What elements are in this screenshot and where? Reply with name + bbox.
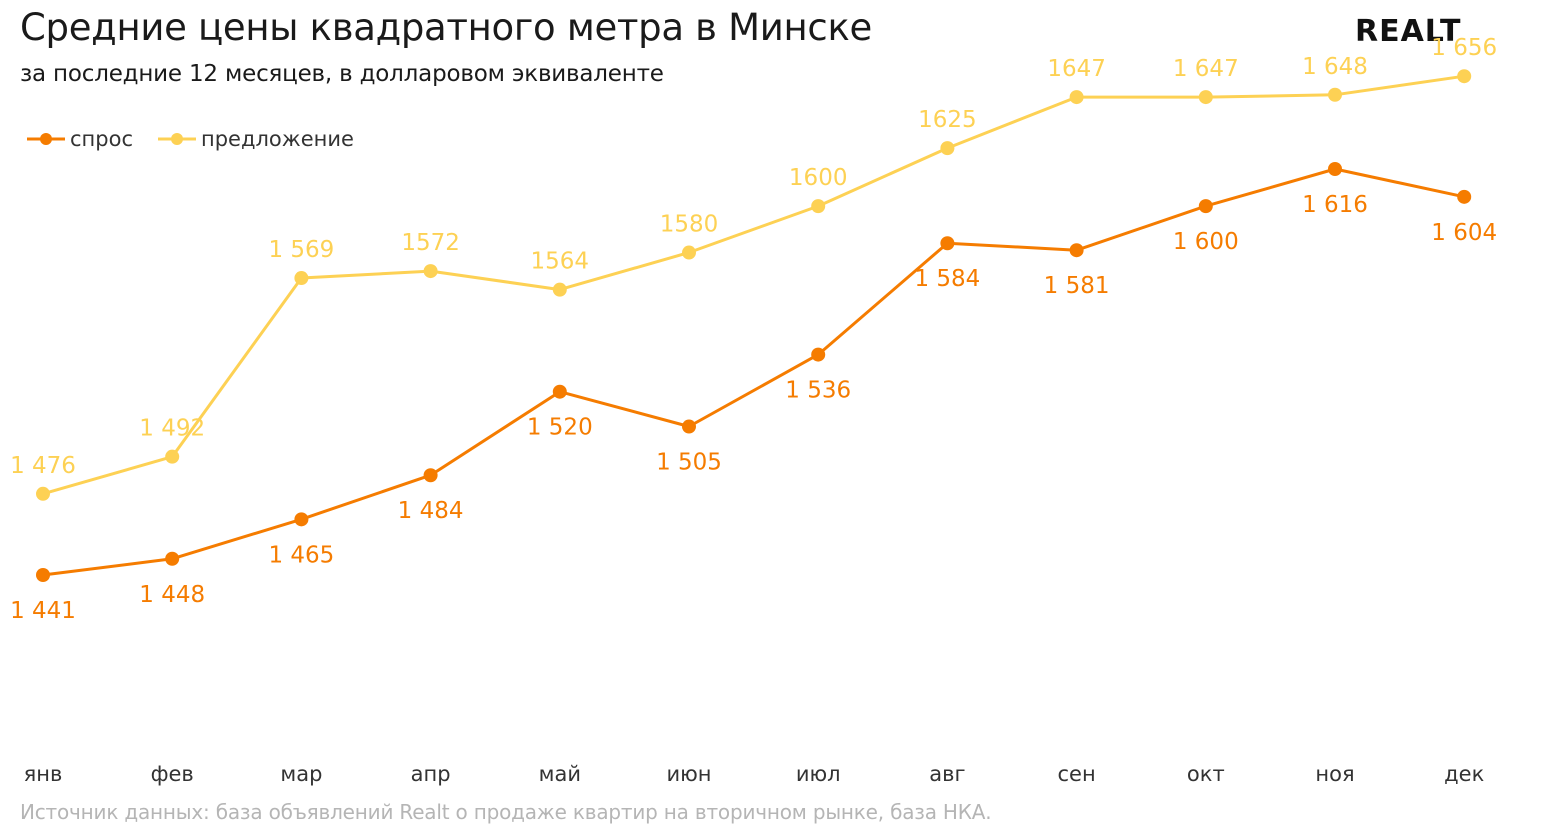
- data-label-supply: 1 492: [139, 416, 205, 442]
- x-tick-label: апр: [411, 762, 451, 786]
- data-point-demand: [423, 468, 438, 483]
- data-point-supply: [1328, 87, 1342, 102]
- legend-swatch-supply: [158, 133, 196, 145]
- legend-item-supply: предложение: [157, 127, 354, 151]
- realt-logo: REALT: [1355, 14, 1462, 49]
- x-tick-label: авг: [929, 762, 965, 786]
- data-label-supply: 1647: [1047, 56, 1106, 82]
- data-point-demand: [552, 384, 567, 399]
- data-point-supply: [552, 282, 567, 297]
- x-tick-label: окт: [1187, 762, 1225, 786]
- x-tick-label: июн: [666, 762, 711, 786]
- data-label-demand: 1 536: [785, 378, 851, 404]
- data-label-supply: 1 647: [1173, 56, 1239, 82]
- data-point-demand: [940, 236, 955, 251]
- data-label-demand: 1 584: [914, 266, 980, 292]
- x-tick-label: сен: [1057, 762, 1095, 786]
- data-label-supply: 1572: [401, 230, 460, 256]
- legend-item-demand: спрос: [26, 127, 133, 151]
- series-line-demand: [42, 167, 1465, 577]
- data-point-demand: [682, 419, 696, 434]
- data-label-supply: 1 476: [10, 453, 76, 479]
- data-label-supply: 1625: [918, 107, 977, 133]
- legend-label-supply: предложение: [201, 127, 354, 151]
- data-point-demand: [36, 568, 50, 582]
- data-point-demand: [165, 551, 180, 566]
- chart-subtitle: за последние 12 месяцев, в долларовом эк…: [20, 61, 664, 87]
- data-label-demand: 1 600: [1173, 229, 1239, 255]
- data-point-supply: [682, 245, 696, 260]
- data-label-demand: 1 448: [139, 582, 205, 608]
- data-label-demand: 1 484: [398, 498, 464, 524]
- data-point-supply: [940, 141, 955, 156]
- data-point-supply: [165, 449, 180, 464]
- x-tick-label: дек: [1444, 762, 1484, 786]
- data-point-supply: [294, 271, 309, 286]
- data-point-supply: [36, 486, 50, 501]
- data-label-supply: 1 648: [1302, 54, 1368, 80]
- chart-title: Средние цены квадратного метра в Минске: [20, 6, 872, 49]
- series-line-supply: [42, 74, 1465, 496]
- data-point-demand: [811, 347, 826, 362]
- data-label-supply: 1 656: [1431, 35, 1497, 61]
- data-point-supply: [1069, 90, 1084, 105]
- data-label-demand: 1 604: [1431, 220, 1497, 246]
- data-point-demand: [294, 512, 309, 527]
- data-label-supply: 1580: [660, 212, 719, 238]
- data-point-supply: [1457, 69, 1472, 84]
- x-tick-label: янв: [24, 762, 63, 786]
- data-point-demand: [1069, 243, 1084, 258]
- data-label-demand: 1 441: [10, 598, 76, 624]
- data-label-demand: 1 505: [656, 450, 722, 476]
- data-label-demand: 1 616: [1302, 192, 1368, 218]
- data-label-supply: 1564: [531, 249, 590, 275]
- data-point-demand: [1198, 199, 1213, 214]
- data-label-supply: 1 569: [268, 237, 334, 263]
- data-source-note: Источник данных: база объявлений Realt о…: [20, 800, 992, 824]
- legend-swatch-demand: [27, 133, 65, 145]
- data-label-demand: 1 520: [527, 415, 593, 441]
- x-tick-label: май: [539, 762, 581, 786]
- data-point-demand: [1457, 189, 1472, 204]
- data-point-supply: [811, 199, 826, 214]
- data-point-demand: [1328, 162, 1342, 176]
- x-tick-label: ноя: [1315, 762, 1354, 786]
- x-tick-label: фев: [151, 762, 194, 786]
- data-point-supply: [423, 264, 438, 279]
- data-label-demand: 1 465: [268, 542, 334, 568]
- legend-label-demand: спрос: [70, 127, 133, 151]
- data-label-supply: 1600: [789, 165, 848, 191]
- x-tick-label: мар: [280, 762, 322, 786]
- data-label-demand: 1 581: [1044, 273, 1110, 299]
- x-tick-label: июл: [796, 762, 841, 786]
- data-point-supply: [1198, 90, 1213, 105]
- chart-legend: спрос предложение: [26, 127, 378, 151]
